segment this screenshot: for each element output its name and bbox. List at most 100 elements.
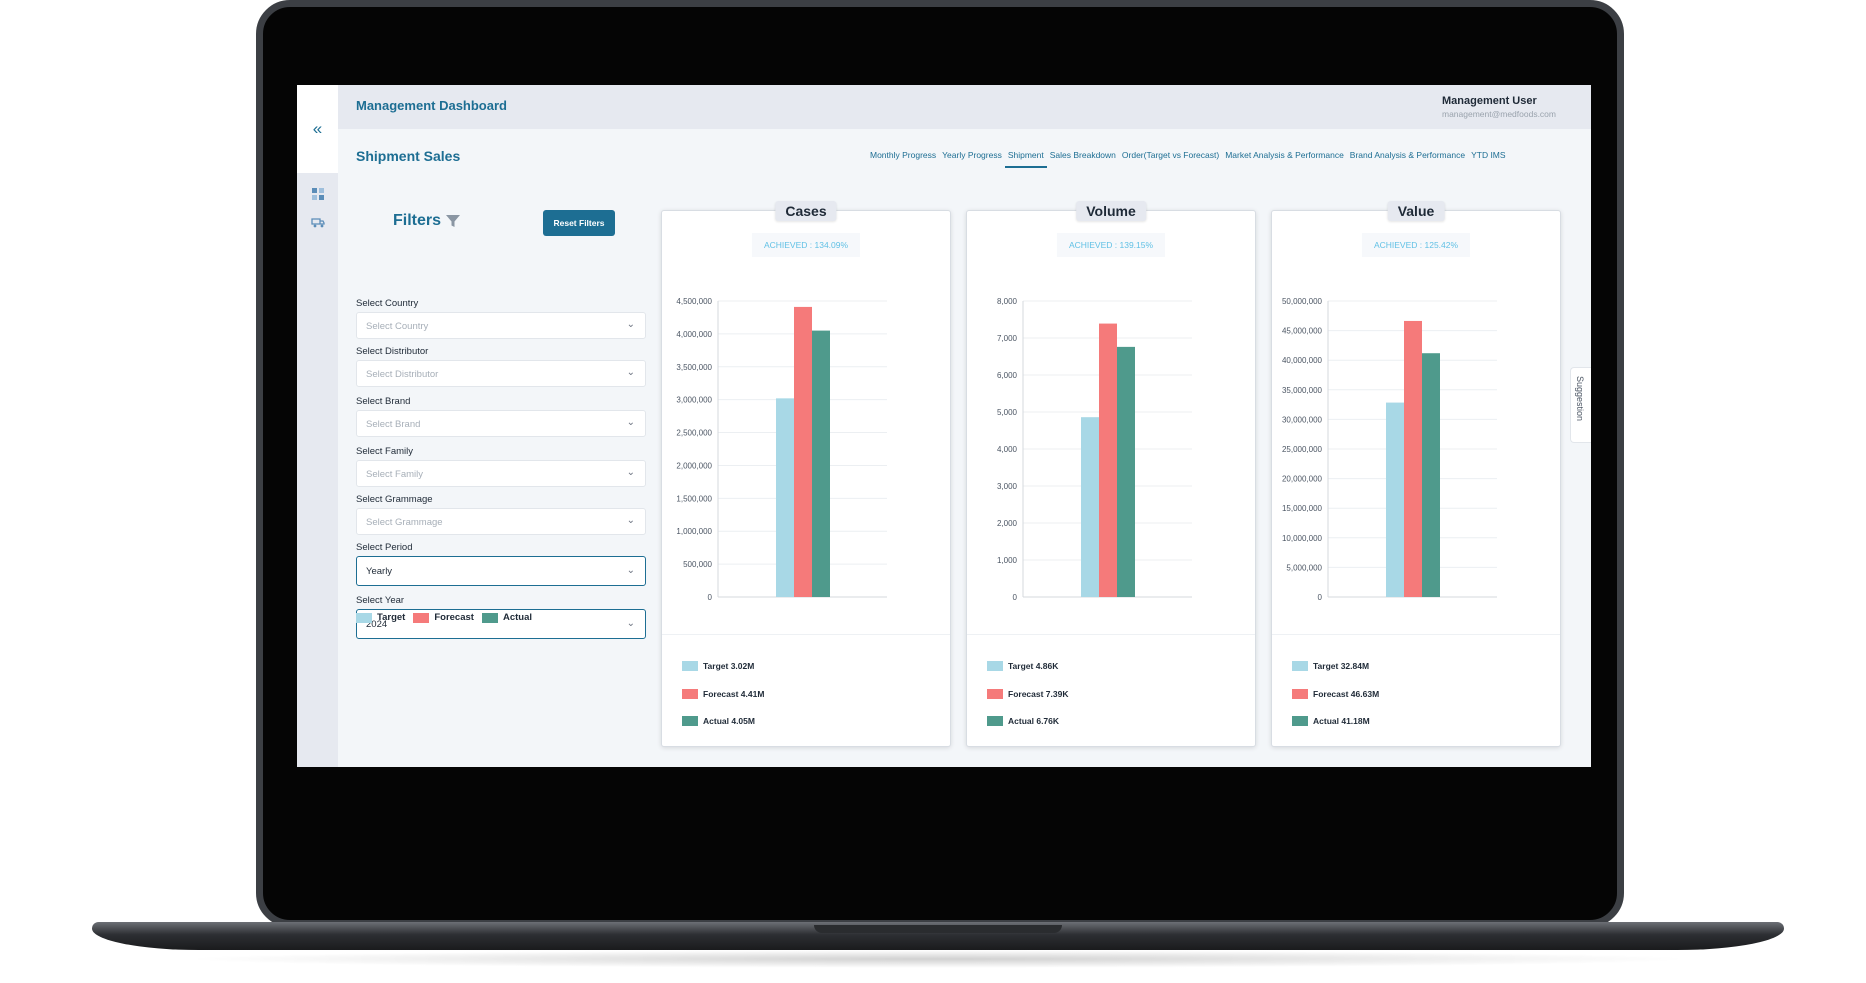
cases-y-tick-label: 3,500,000 xyxy=(676,363,712,372)
volume-bar-actual[interactable] xyxy=(1117,346,1135,597)
cases-card-title: Cases xyxy=(775,201,837,221)
cases-card: Cases ACHIEVED : 134.09% 0 500,000 1,000,0… xyxy=(661,201,951,747)
cases-legend-actual: Actual 4.05M xyxy=(682,716,755,726)
target-swatch xyxy=(987,661,1003,671)
cases-achieved-badge: ACHIEVED : 134.09% xyxy=(751,233,861,257)
actual-swatch xyxy=(481,612,498,623)
tab-ytd-ims[interactable]: YTD IMS xyxy=(1471,150,1506,160)
brand-placeholder: Select Brand xyxy=(366,419,421,430)
distributor-label: Select Distributor xyxy=(356,346,429,357)
volume-y-tick-label: 4,000 xyxy=(997,445,1018,454)
volume-legend-forecast-label: Forecast 7.39K xyxy=(1008,689,1069,699)
user-name[interactable]: Management User xyxy=(1442,95,1537,107)
value-y-tick-label: 25,000,000 xyxy=(1282,445,1323,454)
top-bar: Management Dashboard Management User man… xyxy=(338,85,1591,129)
cases-legend-actual-label: Actual 4.05M xyxy=(703,716,755,726)
brand-select[interactable]: Select Brand ⌄ xyxy=(356,410,646,437)
country-label: Select Country xyxy=(356,298,419,309)
family-select[interactable]: Select Family ⌄ xyxy=(356,460,646,487)
period-select[interactable]: Yearly ⌄ xyxy=(356,556,646,586)
grammage-label: Select Grammage xyxy=(356,494,433,505)
tab-order-target-vs-forecast[interactable]: Order(Target vs Forecast) xyxy=(1121,150,1220,160)
target-swatch xyxy=(682,661,698,671)
value-y-tick-label: 10,000,000 xyxy=(1282,534,1323,543)
volume-card-title: Volume xyxy=(1076,201,1146,221)
value-card-title: Value xyxy=(1387,201,1445,221)
distributor-select[interactable]: Select Distributor ⌄ xyxy=(356,360,646,387)
year-value: 2024 xyxy=(366,619,388,630)
value-y-tick-label: 40,000,000 xyxy=(1282,356,1323,365)
year-label: Select Year xyxy=(356,595,405,606)
sidebar: « xyxy=(297,85,338,767)
value-bar-forecast[interactable] xyxy=(1404,320,1422,597)
app-title: Management Dashboard xyxy=(356,98,507,113)
value-y-tick-label: 35,000,000 xyxy=(1282,386,1323,395)
grammage-select[interactable]: Select Grammage ⌄ xyxy=(356,508,646,535)
target-swatch xyxy=(1292,661,1308,671)
volume-legend-actual-label: Actual 6.76K xyxy=(1008,716,1060,726)
period-value: Yearly xyxy=(366,566,393,577)
value-legend-forecast: Forecast 46.63M xyxy=(1292,689,1379,699)
tab-brand-analysis[interactable]: Brand Analysis & Performance xyxy=(1349,150,1466,160)
legend-actual: Actual xyxy=(481,612,532,623)
cases-y-tick-label: 0 xyxy=(708,593,713,602)
volume-y-tick-label: 6,000 xyxy=(997,371,1018,380)
volume-bar-target[interactable] xyxy=(1081,417,1099,597)
value-achieved-badge: ACHIEVED : 125.42% xyxy=(1361,233,1471,257)
country-select[interactable]: Select Country ⌄ xyxy=(356,312,646,339)
value-legend-forecast-label: Forecast 46.63M xyxy=(1313,689,1380,699)
legend-target-label: Target xyxy=(377,612,406,623)
tab-market-analysis[interactable]: Market Analysis & Performance xyxy=(1225,150,1344,160)
volume-legend-target-label: Target 4.86K xyxy=(1008,661,1059,671)
cases-y-tick-label: 4,000,000 xyxy=(676,330,712,339)
legend-actual-label: Actual xyxy=(502,612,532,623)
value-legend-actual: Actual 41.18M xyxy=(1292,716,1370,726)
cases-bar-forecast[interactable] xyxy=(794,306,812,597)
volume-achieved-badge: ACHIEVED : 139.15% xyxy=(1056,233,1166,257)
suggestion-tab[interactable]: Suggestion xyxy=(1570,367,1591,443)
volume-bar-forecast[interactable] xyxy=(1099,323,1117,597)
tab-sales-breakdown[interactable]: Sales Breakdown xyxy=(1049,150,1116,160)
card-divider xyxy=(1272,634,1560,635)
cases-y-tick-label: 500,000 xyxy=(683,560,712,569)
collapse-sidebar-icon[interactable]: « xyxy=(297,85,338,174)
brand-label: Select Brand xyxy=(356,396,411,407)
country-placeholder: Select Country xyxy=(366,321,429,332)
chevron-down-icon: ⌄ xyxy=(626,319,635,330)
volume-y-tick-label: 7,000 xyxy=(997,334,1018,343)
reset-filters-button[interactable]: Reset Filters xyxy=(543,210,615,236)
value-y-tick-label: 30,000,000 xyxy=(1282,415,1323,424)
value-bar-actual[interactable] xyxy=(1422,353,1440,597)
card-divider xyxy=(967,634,1255,635)
cases-y-tick-label: 1,000,000 xyxy=(676,527,712,536)
value-card: Value ACHIEVED : 125.42% 0 5,000,000 10,00… xyxy=(1271,201,1561,747)
cases-legend-forecast-label: Forecast 4.41M xyxy=(703,689,765,699)
forecast-swatch xyxy=(987,689,1003,699)
tab-monthly-progress[interactable]: Monthly Progress xyxy=(870,150,937,160)
tab-yearly-progress[interactable]: Yearly Progress xyxy=(942,150,1002,160)
tab-shipment[interactable]: Shipment xyxy=(1004,148,1047,168)
cases-y-tick-label: 2,500,000 xyxy=(676,429,712,438)
dashboard-icon[interactable] xyxy=(304,187,331,205)
volume-y-tick-label: 1,000 xyxy=(997,556,1018,565)
cases-legend-target: Target 3.02M xyxy=(682,661,754,671)
cases-legend-target-label: Target 3.02M xyxy=(703,661,755,671)
cases-bar-actual[interactable] xyxy=(812,330,830,597)
volume-legend-actual: Actual 6.76K xyxy=(987,716,1059,726)
volume-legend-forecast: Forecast 7.39K xyxy=(987,689,1068,699)
legend-target: Target xyxy=(356,612,405,623)
cases-bar-target[interactable] xyxy=(776,398,794,597)
value-bar-target[interactable] xyxy=(1386,402,1404,597)
shipment-truck-icon[interactable] xyxy=(304,215,331,233)
year-select[interactable]: 2024 ⌄ xyxy=(356,609,646,639)
value-y-tick-label: 20,000,000 xyxy=(1282,475,1323,484)
value-y-tick-label: 15,000,000 xyxy=(1282,504,1323,513)
volume-y-tick-label: 0 xyxy=(1013,593,1018,602)
actual-swatch xyxy=(682,716,698,726)
volume-y-tick-label: 2,000 xyxy=(997,519,1018,528)
value-chart: 0 5,000,000 10,000,000 15,000,000 20,000,000… xyxy=(1282,297,1497,602)
value-legend-target-label: Target 32.84M xyxy=(1313,661,1370,671)
volume-legend-target: Target 4.86K xyxy=(987,661,1058,671)
tab-bar: Monthly Progress Yearly Progress Shipmen… xyxy=(867,148,1509,168)
value-y-tick-label: 50,000,000 xyxy=(1282,297,1323,306)
